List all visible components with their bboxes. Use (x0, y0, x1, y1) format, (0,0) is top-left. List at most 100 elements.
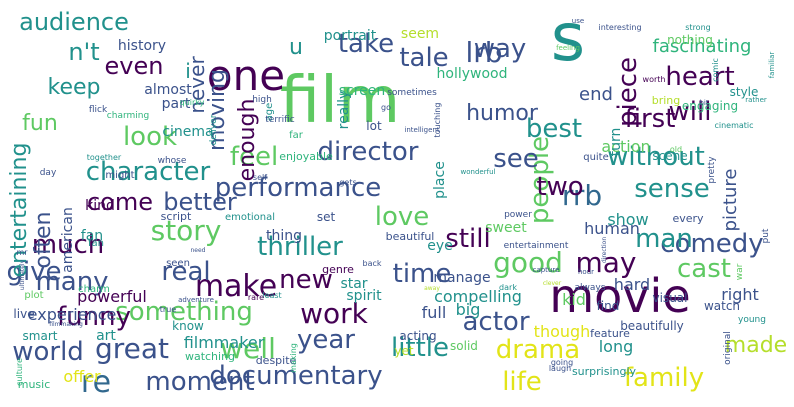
cloud-word-many: many (35, 267, 108, 297)
cloud-word-compelling: compelling (434, 287, 522, 306)
cloud-word-u: u (289, 35, 303, 60)
cloud-word-picture: picture (720, 169, 741, 232)
cloud-word-n-t: n't (68, 38, 99, 66)
cloud-word-screen: screen (339, 83, 386, 99)
cloud-word-power: power (504, 210, 532, 220)
cloud-word-rrb: rrb (562, 179, 602, 212)
cloud-word-comedy: comedy (660, 229, 763, 259)
cloud-word-portrait: portrait (324, 28, 377, 44)
cloud-word-entertainment: entertainment (504, 241, 569, 251)
cloud-word-far: far (289, 130, 304, 141)
cloud-word-every: every (672, 212, 704, 225)
cloud-word-offer: offer (63, 367, 101, 386)
cloud-word-back: back (362, 259, 381, 268)
cloud-word-culture: culture (15, 358, 24, 386)
cloud-word-never: never (185, 56, 209, 114)
cloud-word-fan: fan (88, 238, 104, 249)
cloud-word-full: full (422, 303, 447, 322)
cloud-word-cinematic: cinematic (714, 121, 753, 130)
cloud-word-lot: lot (366, 119, 382, 133)
cloud-word-filmmaker: filmmaker (184, 333, 265, 352)
cloud-word-away: away (424, 285, 440, 292)
cloud-word-deliver: deliver (209, 114, 219, 145)
cloud-word-film: film (280, 64, 400, 138)
cloud-word-pretty: pretty (707, 156, 717, 184)
cloud-word-something: something (115, 297, 253, 327)
cloud-word-moving: moving (205, 69, 230, 151)
cloud-word-live: live (13, 307, 34, 321)
cloud-word-music: music (18, 378, 51, 391)
cloud-word-plot: plot (24, 290, 43, 301)
cloud-word-humor: humor (466, 101, 539, 126)
cloud-word-better: better (163, 188, 237, 216)
cloud-word-set: set (317, 210, 336, 224)
cloud-word-seen: seen (166, 258, 190, 269)
cloud-word-old: old (670, 145, 682, 154)
cloud-word-make: make (195, 269, 277, 304)
cloud-word-two: two (536, 172, 583, 202)
cloud-word-cinema: cinema (162, 124, 213, 140)
cloud-word-familiar: familiar (768, 52, 776, 79)
cloud-word-documentary: documentary (209, 361, 382, 391)
cloud-word-little: little (391, 333, 449, 363)
cloud-word-show: show (607, 210, 648, 229)
cloud-word-emotional: emotional (225, 212, 275, 223)
cloud-word-engaging: engaging (682, 99, 738, 113)
cloud-word-touching: touching (433, 103, 442, 138)
cloud-word-self: self (253, 173, 267, 182)
cloud-word-feeling: feeling (556, 44, 580, 52)
cloud-word-enough: enough (235, 99, 260, 182)
cloud-word-always: always (575, 283, 606, 293)
cloud-word-will: will (669, 97, 712, 127)
cloud-word-turn: turn (608, 128, 624, 157)
cloud-word-star: star (340, 276, 367, 292)
cloud-word-story: story (151, 214, 222, 247)
cloud-word-tale: tale (399, 43, 448, 73)
cloud-word-great: great (95, 332, 169, 365)
cloud-word-bit: bit (699, 99, 708, 107)
cloud-word-going: going (551, 358, 573, 367)
cloud-word-eye: eye (427, 238, 453, 254)
cloud-word-cast: cast (677, 254, 731, 284)
cloud-word-hollywood: hollywood (437, 66, 508, 82)
cloud-word-i: i (185, 59, 191, 83)
cloud-word-good: good (493, 246, 563, 279)
cloud-word-well: well (220, 332, 276, 365)
cloud-word-beautifully: beautifully (620, 319, 684, 333)
cloud-word-wonderful: wonderful (461, 168, 496, 176)
cloud-word-fan: fan (81, 228, 103, 244)
cloud-word-movie: movie (549, 269, 690, 323)
cloud-word-feel: feel (230, 142, 278, 172)
cloud-word-nothing: nothing (667, 33, 713, 47)
cloud-word-interesting: interesting (598, 23, 641, 32)
cloud-word-rather: rather (745, 96, 767, 104)
cloud-word-piece: piece (613, 57, 643, 127)
cloud-word-day: day (40, 168, 57, 178)
cloud-word-man: man (635, 224, 693, 254)
cloud-word-big: big (456, 300, 481, 319)
cloud-word-director: director (318, 137, 419, 167)
cloud-word-history: history (118, 38, 166, 54)
cloud-word-original: original (723, 331, 733, 365)
cloud-word-comic: comic (711, 58, 720, 82)
cloud-word-rare: rare (248, 293, 264, 302)
cloud-word-know: know (172, 319, 204, 333)
cloud-word-fun: fun (22, 111, 58, 136)
cloud-word-give: give (6, 257, 61, 287)
cloud-word-still: still (445, 224, 490, 254)
cloud-word-flick: flick (89, 105, 108, 115)
cloud-word-acting: acting (399, 329, 436, 343)
cloud-word-spirit: spirit (346, 288, 382, 304)
cloud-word-find: find (597, 299, 620, 313)
cloud-word-quite: quite (583, 152, 609, 163)
cloud-word-heart: heart (665, 62, 734, 92)
cloud-word-direction: direction (601, 237, 608, 263)
cloud-word-enjoyable: enjoyable (279, 150, 333, 163)
cloud-word-love: love (375, 202, 430, 232)
cloud-word-seem: seem (401, 26, 439, 42)
cloud-word-performance: performance (215, 173, 382, 203)
cloud-word-charming: charming (107, 111, 149, 121)
